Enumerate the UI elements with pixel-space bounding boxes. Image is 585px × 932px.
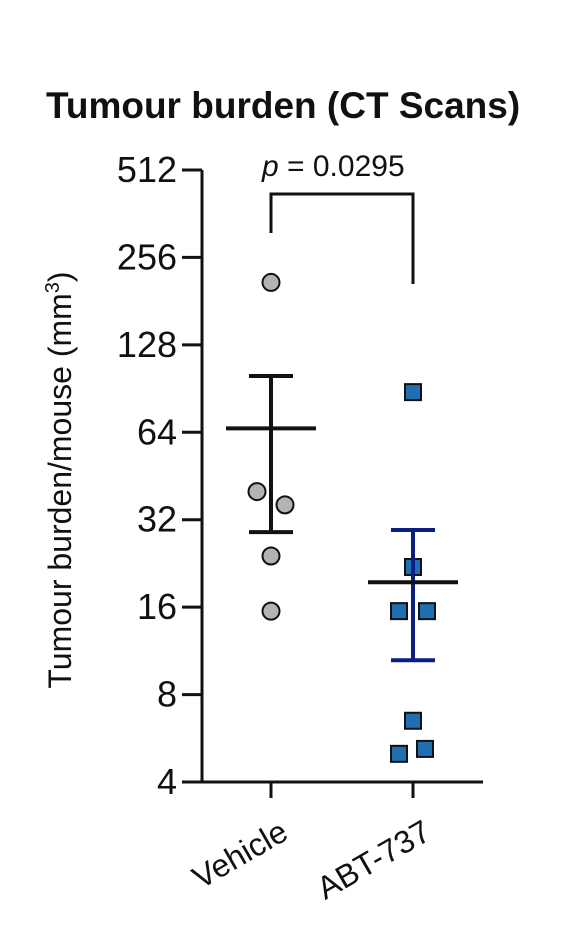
y-tick-label-4: 4 [157, 761, 177, 802]
data-point [261, 546, 281, 566]
p-value-annotation: p = 0.0295 [261, 150, 405, 183]
chart-title: Tumour burden (CT Scans) [46, 85, 520, 126]
p-value: = 0.0295 [279, 150, 405, 183]
y-tick-label-256: 256 [117, 236, 177, 277]
y-tick-label-32: 32 [137, 499, 177, 540]
data-point [275, 495, 295, 515]
p-label: p [261, 150, 279, 183]
data-point [416, 739, 434, 758]
data-point [261, 601, 281, 621]
y-axis-label-superscript: 3 [42, 282, 64, 293]
y-tick-label-128: 128 [117, 324, 177, 365]
data-point [404, 383, 422, 402]
series-abt-737 [368, 383, 458, 763]
y-tick-label-16: 16 [137, 586, 177, 627]
y-tick-label-8: 8 [157, 674, 177, 715]
data-point [390, 744, 408, 763]
data-point [418, 602, 436, 621]
data-marks [226, 272, 458, 763]
data-point [390, 602, 408, 621]
y-tick-label-512: 512 [117, 149, 177, 190]
series-vehicle [226, 272, 316, 621]
data-point [404, 711, 422, 730]
bracket-line [269, 192, 415, 284]
x-tick-label-vehicle: Vehicle [186, 813, 293, 896]
axes [200, 170, 483, 798]
y-ticks: 4 8 16 32 64 128 256 512 [117, 149, 202, 802]
data-point [247, 482, 267, 502]
significance-bracket [269, 192, 415, 284]
y-tick-label-64: 64 [137, 411, 177, 452]
y-axis-label: Tumour burden/mouse (mm3) [42, 271, 78, 688]
x-tick-label-abt-737: ABT-737 [311, 813, 437, 906]
data-point [261, 272, 281, 292]
